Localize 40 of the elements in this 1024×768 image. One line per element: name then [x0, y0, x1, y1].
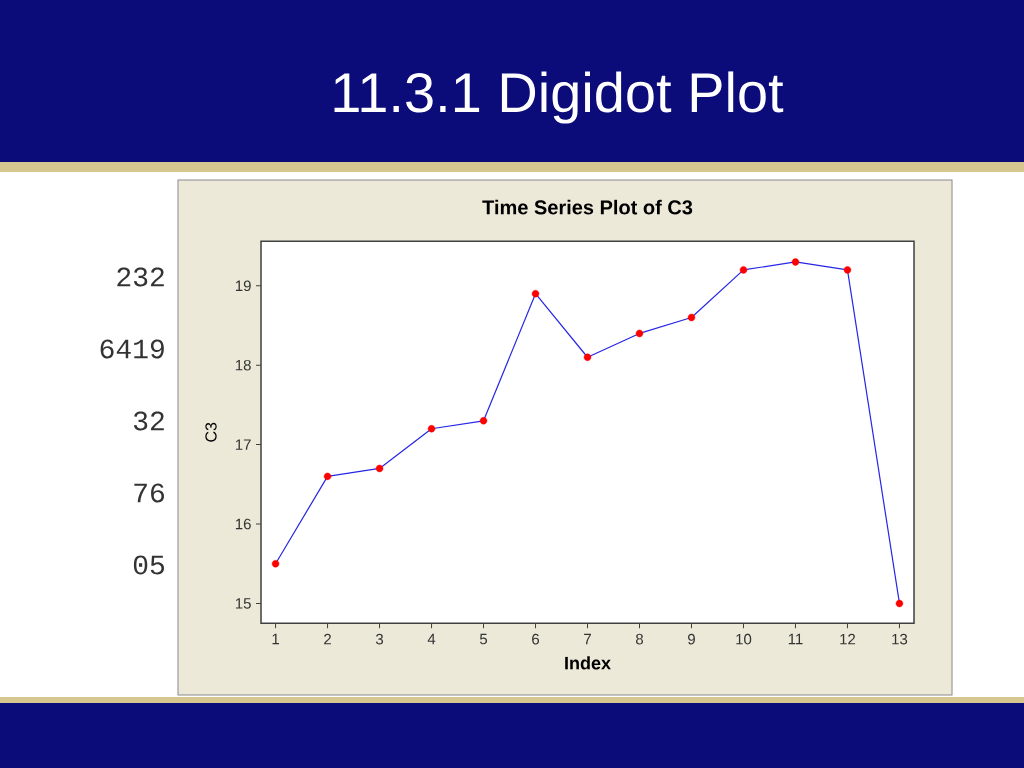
x-tick-label: 6 — [532, 633, 540, 645]
x-tick-label: 3 — [375, 633, 384, 645]
point — [895, 599, 904, 608]
y-tick-label: 17 — [235, 439, 251, 450]
text: 05 — [133, 555, 165, 575]
text: 6419 — [100, 339, 164, 359]
x-tick-label: 4 — [427, 633, 436, 645]
text: 76 — [134, 483, 164, 503]
x-axis-title: Index — [565, 656, 611, 670]
x-tick-label: 11 — [788, 633, 803, 645]
y-tick-label: 18 — [235, 359, 251, 371]
point — [687, 313, 696, 322]
x-tick-label: 8 — [635, 633, 644, 645]
y-axis-title: C3 — [205, 422, 217, 442]
text: 232 — [117, 267, 164, 287]
x-tick-label: 10 — [736, 633, 752, 645]
point — [531, 290, 540, 298]
point — [323, 472, 332, 481]
chart-subtitle: Time Series Plot of C3 — [482, 199, 693, 215]
y-tick-label: 15 — [235, 598, 251, 609]
y-tick-label: 19 — [235, 280, 251, 292]
x-tick-label: 2 — [324, 633, 331, 645]
point — [375, 464, 384, 473]
point — [791, 258, 800, 266]
point — [843, 266, 852, 274]
x-tick-label: 5 — [479, 633, 488, 645]
point — [479, 417, 488, 425]
point — [635, 329, 644, 338]
text: 32 — [133, 411, 164, 431]
point — [271, 560, 280, 568]
x-tick-label: 12 — [840, 633, 856, 645]
x-tick-label: 13 — [892, 633, 908, 645]
x-tick-label: 9 — [688, 633, 695, 645]
y-tick-label: 16 — [235, 518, 251, 530]
point — [739, 266, 748, 274]
chart-title: 11.3.1 Digidot Plot — [334, 71, 784, 124]
x-tick-label: 7 — [584, 633, 591, 645]
x-tick-label: 1 — [272, 633, 279, 645]
point — [427, 425, 436, 433]
point — [583, 353, 592, 361]
